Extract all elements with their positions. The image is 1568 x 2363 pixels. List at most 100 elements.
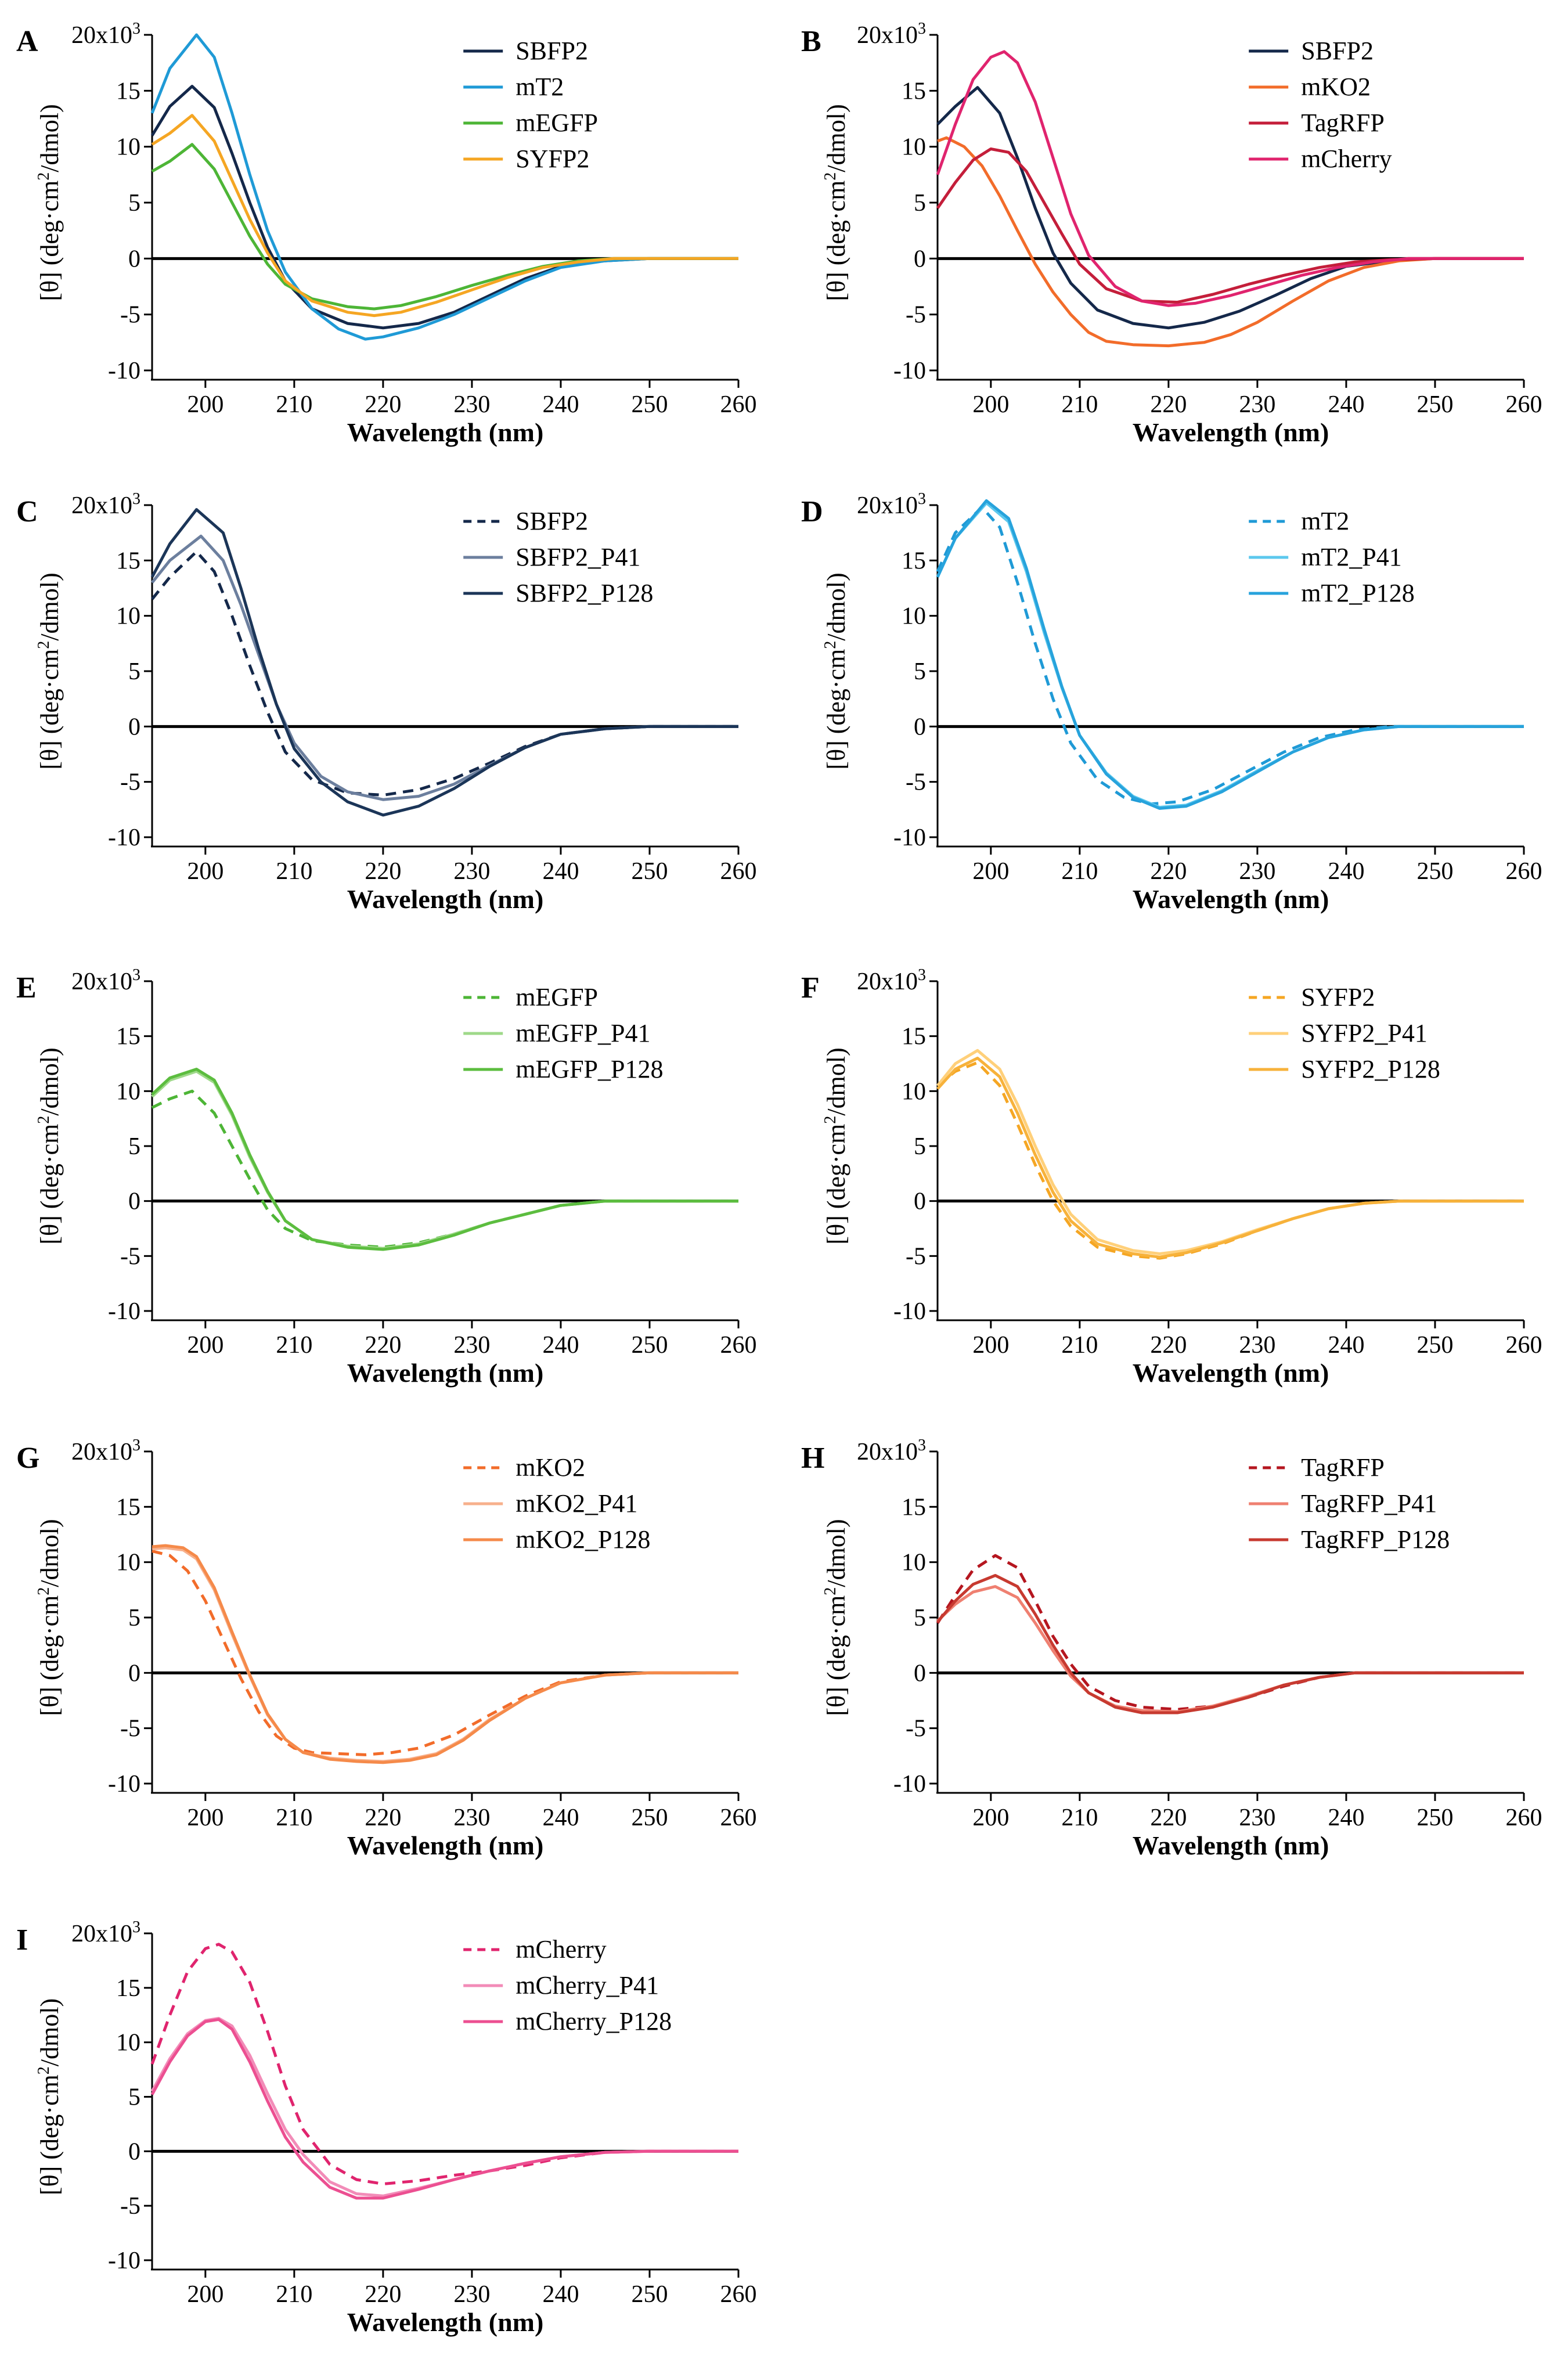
legend-label-sbfp2: SBFP2 xyxy=(516,37,588,65)
series-line-syfp2 xyxy=(151,114,738,318)
x-tick-label: 250 xyxy=(631,1332,668,1359)
y-tick-label: 20x103 xyxy=(857,966,926,995)
series-line-mcherry xyxy=(936,50,1524,307)
legend-label-mko2: mKO2 xyxy=(1301,73,1371,101)
panel-c: C 20x103 15 10 5 0 -5 -10 200 210 220 230 240 250 260 W… xyxy=(16,490,757,914)
y-tick-sup: 3 xyxy=(918,490,926,508)
x-tick-label: 230 xyxy=(453,2281,490,2308)
y-tick-label: 5 xyxy=(128,2084,140,2111)
y-label-part: /dmol) xyxy=(35,104,64,172)
series-line-mko2 xyxy=(152,1550,738,1756)
x-tick-label: 210 xyxy=(1061,1804,1098,1831)
y-label-part: /dmol) xyxy=(35,1998,64,2066)
y-tick-base: 20x10 xyxy=(71,968,132,995)
panel-letter-a: A xyxy=(16,25,38,58)
y-tick-label: -5 xyxy=(906,302,926,329)
y-tick-label: 20x103 xyxy=(857,20,926,49)
y-tick-sup: 3 xyxy=(132,20,140,38)
x-tick-label: 230 xyxy=(1239,1804,1275,1831)
x-tick-label: 210 xyxy=(276,1332,312,1359)
x-tick-label: 250 xyxy=(1416,1332,1453,1359)
y-tick-label: -10 xyxy=(893,1771,926,1798)
y-label-sup: 2 xyxy=(35,1116,53,1124)
y-tick-label: 0 xyxy=(914,246,926,272)
y-label-part: [θ] (deg·cm xyxy=(35,1595,64,1716)
panel-h: H 20x103 15 10 5 0 -5 -10 200 210 220 230 240 250 260 W… xyxy=(801,1436,1542,1860)
y-tick-label: 10 xyxy=(902,134,926,161)
panel-g: G 20x103 15 10 5 0 -5 -10 200 210 220 230 240 250 260 W… xyxy=(16,1436,757,1860)
y-tick-base: 20x10 xyxy=(857,968,918,995)
y-tick-label: 0 xyxy=(128,1660,140,1687)
legend-label-mt2: mT2 xyxy=(1301,507,1349,535)
x-tick-label: 200 xyxy=(187,391,224,418)
legend: mKO2 mKO2_P41 mKO2_P128 xyxy=(463,1453,650,1554)
series-line-megfp-p128 xyxy=(151,1068,738,1251)
x-axis-label: Wavelength (nm) xyxy=(347,884,544,914)
legend-label-syfp2-p41: SYFP2_P41 xyxy=(1301,1019,1428,1047)
y-label-part: /dmol) xyxy=(822,1047,850,1115)
x-tick-label: 240 xyxy=(1328,858,1364,885)
y-tick-label: 15 xyxy=(116,547,140,574)
x-axis-label: Wavelength (nm) xyxy=(1133,417,1329,447)
y-tick-label: 0 xyxy=(128,714,140,740)
y-label-sup: 2 xyxy=(821,1587,839,1595)
x-tick-label: 220 xyxy=(1150,1332,1187,1359)
x-tick-label: 260 xyxy=(1506,391,1542,418)
y-tick-sup: 3 xyxy=(132,966,140,984)
y-tick-label: 0 xyxy=(128,2138,140,2165)
legend-label-mt2-p128: mT2_P128 xyxy=(1301,579,1415,607)
y-tick-label: 0 xyxy=(914,1660,926,1687)
y-tick-base: 20x10 xyxy=(71,1921,132,1947)
y-tick-label: 15 xyxy=(116,78,140,105)
x-tick-label: 260 xyxy=(1506,858,1542,885)
y-label-part: [θ] (deg·cm xyxy=(35,649,64,770)
y-tick-label: 10 xyxy=(116,603,140,630)
y-tick-label: 20x103 xyxy=(857,1436,926,1465)
series-line-sbfp2 xyxy=(151,550,738,797)
panel-letter-c: C xyxy=(16,495,38,528)
legend-label-syfp2: SYFP2 xyxy=(516,145,589,173)
panel-letter-e: E xyxy=(16,971,37,1004)
panel-letter-b: B xyxy=(801,25,821,58)
y-tick-sup: 3 xyxy=(918,1436,926,1454)
legend: mEGFP mEGFP_P41 mEGFP_P128 xyxy=(463,983,663,1083)
y-tick-label: 10 xyxy=(902,1550,926,1576)
y-label-sup: 2 xyxy=(821,1116,839,1124)
x-axis-label: Wavelength (nm) xyxy=(1133,1358,1329,1388)
y-tick-sup: 3 xyxy=(132,1436,140,1454)
x-axis-label: Wavelength (nm) xyxy=(1133,884,1329,914)
legend-label-megfp: mEGFP xyxy=(516,983,598,1011)
y-axis-label: [θ] (deg·cm2/dmol) xyxy=(821,572,850,769)
y-tick-label: -10 xyxy=(108,824,140,851)
legend-label-tagrfp: TagRFP xyxy=(1301,1453,1385,1482)
x-tick-label: 200 xyxy=(972,391,1009,418)
y-tick-label: 0 xyxy=(128,246,140,272)
x-tick-label: 250 xyxy=(631,858,668,885)
y-label-part: [θ] (deg·cm xyxy=(35,1124,64,1245)
y-tick-label: 15 xyxy=(116,1975,140,2002)
x-tick-label: 240 xyxy=(542,391,579,418)
y-axis-label: [θ] (deg·cm2/dmol) xyxy=(35,1047,64,1244)
panel-e: E 20x103 15 10 5 0 -5 -10 200 210 220 230 240 250 260 W… xyxy=(16,966,757,1388)
y-tick-sup: 3 xyxy=(918,20,926,38)
x-tick-label: 210 xyxy=(276,2281,312,2308)
legend: TagRFP TagRFP_P41 TagRFP_P128 xyxy=(1249,1453,1450,1554)
legend-label-sbfp2-p128: SBFP2_P128 xyxy=(516,579,653,607)
y-tick-label: -10 xyxy=(108,1298,140,1325)
legend-label-megfp-p128: mEGFP_P128 xyxy=(516,1055,663,1083)
series-line-tagrfp xyxy=(936,1554,1524,1711)
y-tick-label: -10 xyxy=(893,358,926,384)
y-axis-label: [θ] (deg·cm2/dmol) xyxy=(35,1519,64,1716)
y-tick-label: 0 xyxy=(914,1188,926,1215)
series-line-sbfp2-p128 xyxy=(150,508,738,817)
x-tick-label: 260 xyxy=(720,1332,757,1359)
x-tick-label: 200 xyxy=(187,858,224,885)
y-tick-label: 5 xyxy=(128,1133,140,1160)
x-tick-label: 210 xyxy=(1061,1332,1098,1359)
y-tick-label: 0 xyxy=(914,714,926,740)
y-label-sup: 2 xyxy=(35,641,53,649)
y-axis-label: [θ] (deg·cm2/dmol) xyxy=(35,104,64,301)
x-tick-label: 240 xyxy=(542,2281,579,2308)
y-tick-label: -5 xyxy=(906,769,926,796)
x-tick-label: 260 xyxy=(720,391,757,418)
